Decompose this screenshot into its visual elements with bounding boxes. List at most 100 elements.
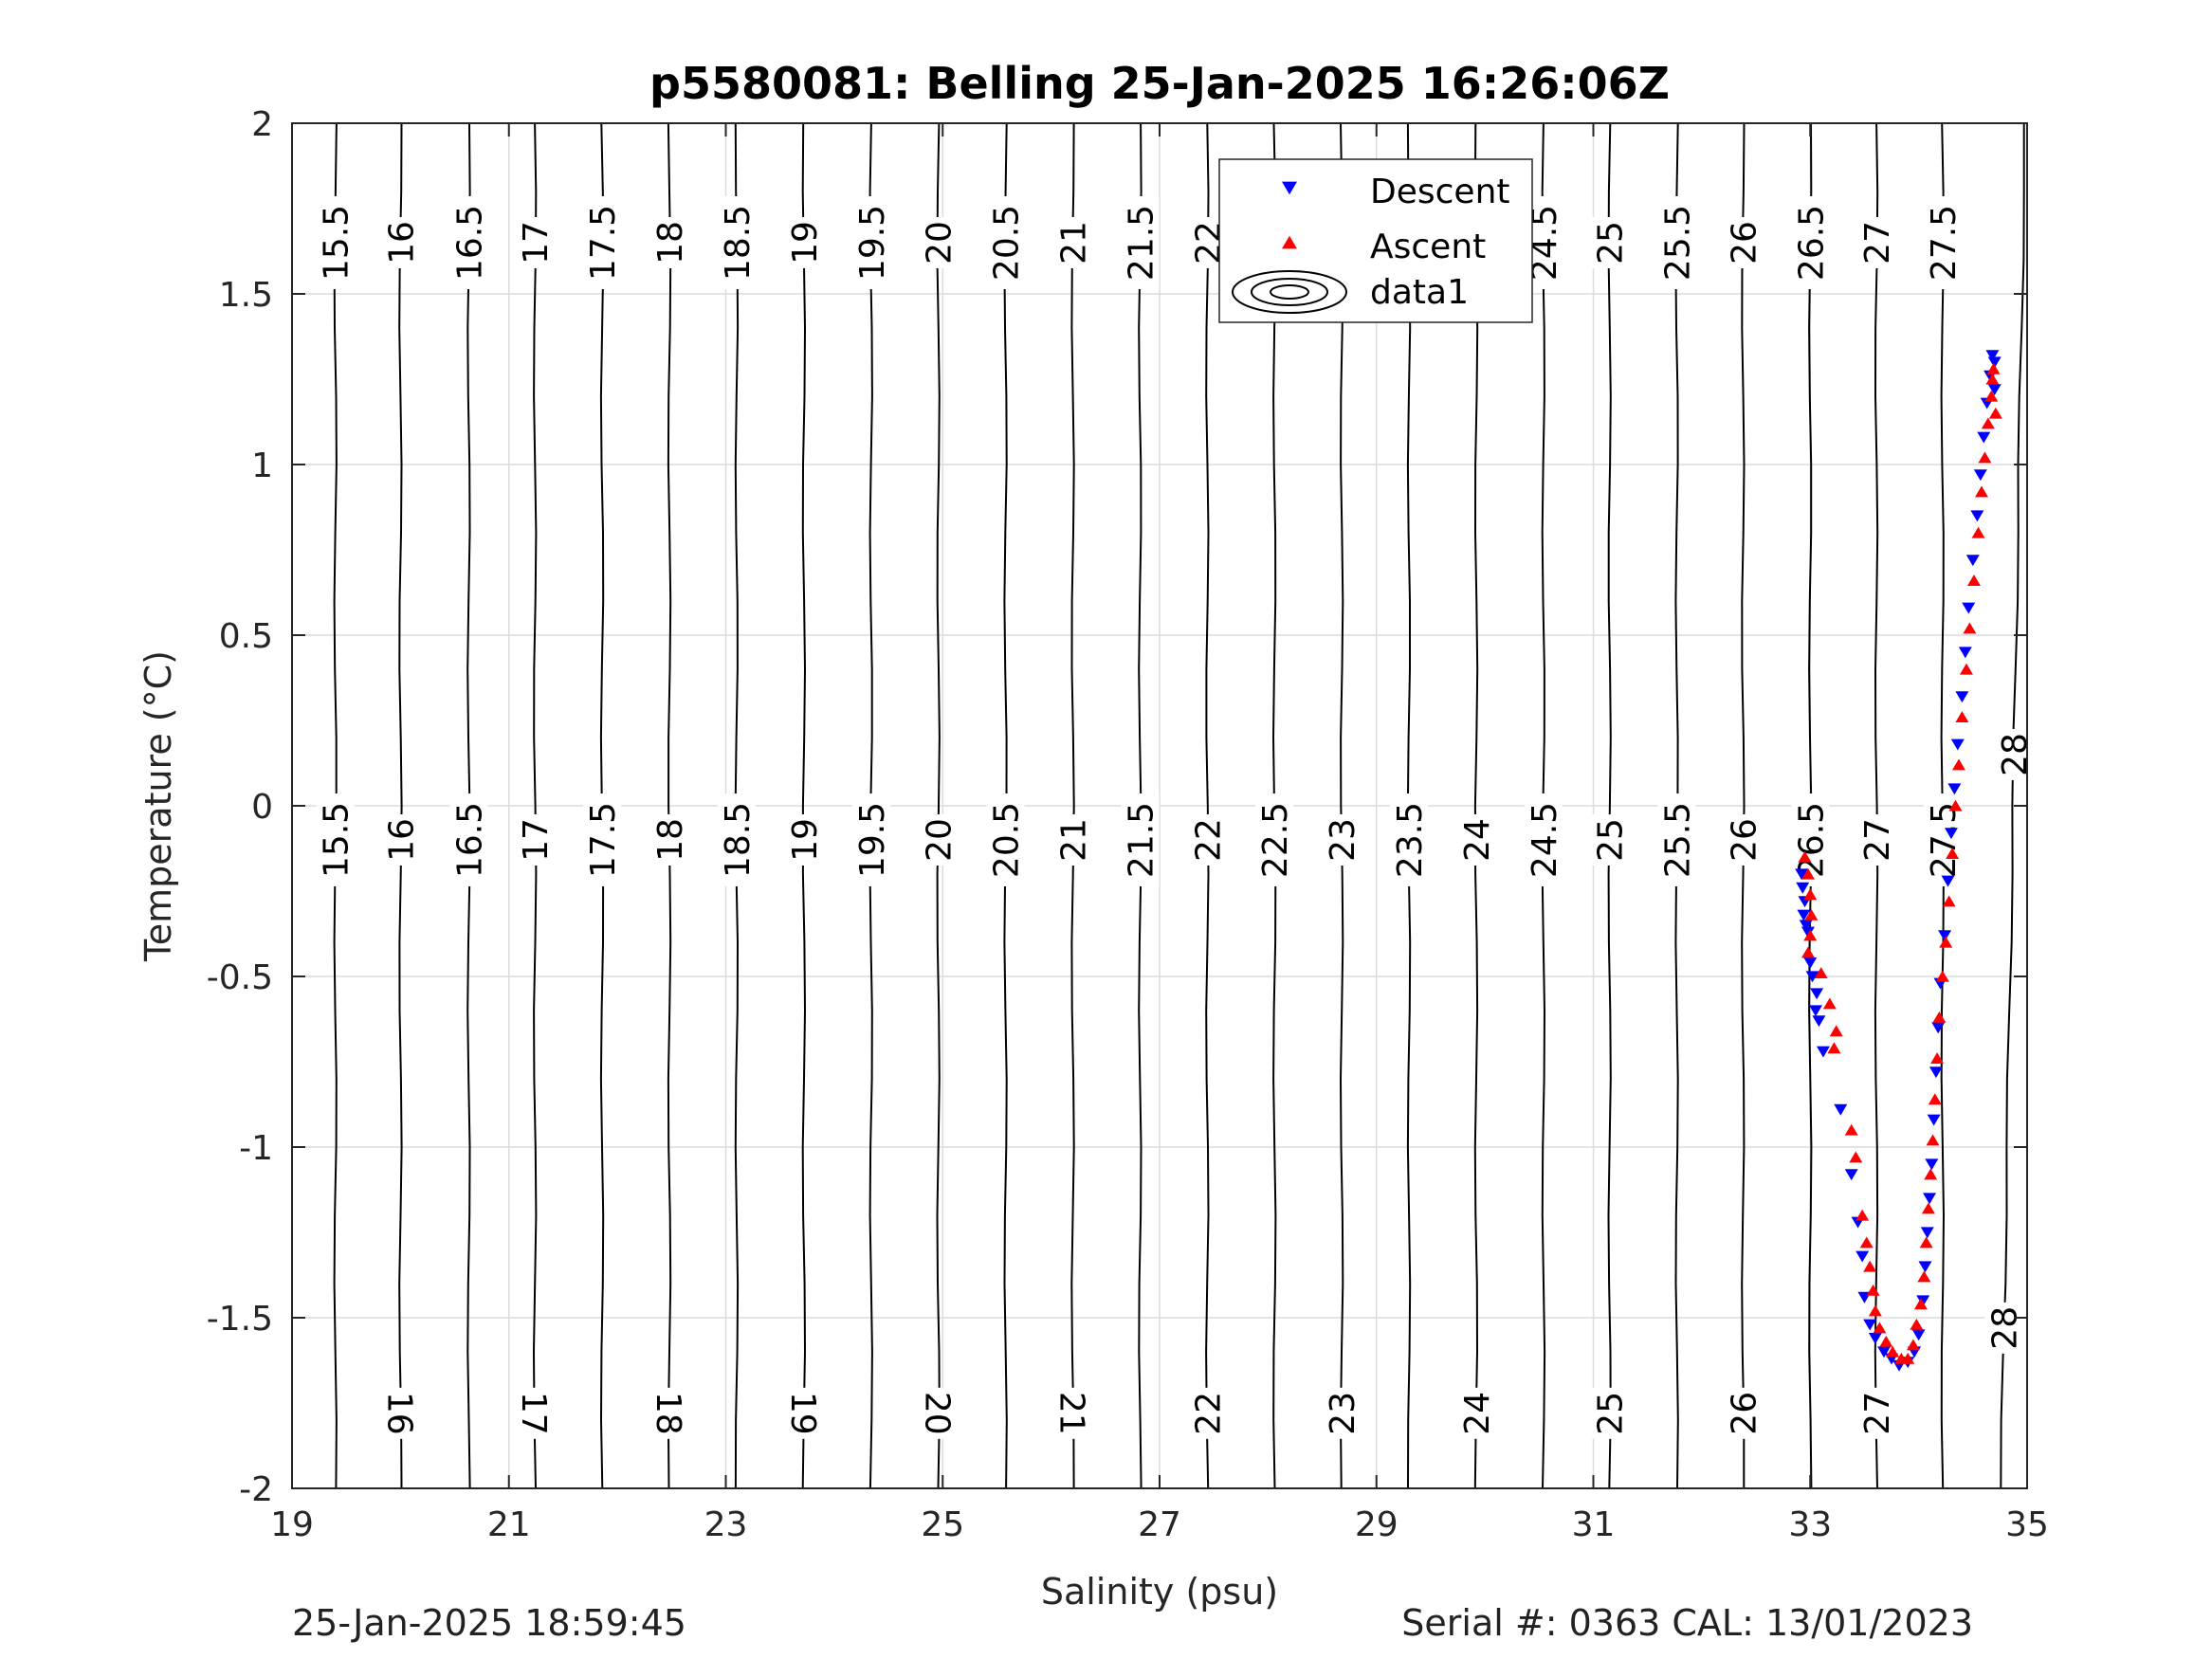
- contour-label-bg: [1857, 1387, 1896, 1439]
- contour-label-bg: [1657, 793, 1696, 886]
- contour-line: [801, 122, 807, 1489]
- contour-label-bg: [919, 217, 958, 268]
- data-point: [1955, 711, 1969, 722]
- footer-serial-cal: Serial #: 0363 CAL: 13/01/2023: [1401, 1602, 1973, 1644]
- contour-label-bg: [919, 814, 958, 866]
- data-point: [1974, 485, 1988, 498]
- x-tick-label: 29: [1355, 1505, 1398, 1544]
- contour-label-bg: [1323, 814, 1362, 866]
- data-point: [1917, 1270, 1931, 1283]
- data-point: [1985, 350, 2000, 362]
- contour-label: 27.5: [1925, 205, 1964, 281]
- contour-label: 28: [1986, 1306, 2025, 1350]
- data-point: [1988, 407, 2002, 419]
- contour-label: 21.5: [1122, 802, 1161, 878]
- x-tick-label: 31: [1572, 1505, 1616, 1544]
- data-point: [1944, 828, 1958, 840]
- contour-label-bg: [1323, 1387, 1362, 1439]
- contour-line: [1874, 122, 1879, 1489]
- series-ascent: [1798, 362, 2002, 1364]
- contour-label-bg: [1923, 196, 1962, 289]
- data-point: [1977, 431, 1991, 444]
- contour-label: 17.5: [584, 802, 623, 878]
- contour-label: 25: [1592, 1392, 1631, 1435]
- contour-label-bg: [1121, 196, 1160, 289]
- contour-label-bg: [717, 793, 756, 886]
- data-point: [1906, 1339, 1920, 1351]
- data-point: [1901, 1352, 1915, 1364]
- x-tick-label: 21: [487, 1505, 531, 1544]
- contour-label-bg: [851, 793, 890, 886]
- data-point: [1868, 1333, 1882, 1344]
- contour-label: 26: [1725, 1392, 1764, 1435]
- data-point: [1795, 868, 1809, 881]
- legend-marker: [1282, 235, 1297, 249]
- contour-label-bg: [1390, 793, 1429, 886]
- x-tick-label: 23: [704, 1505, 748, 1544]
- y-tick-label: 2: [251, 105, 273, 144]
- contour-label-bg: [1524, 793, 1563, 886]
- contour-label: 26.5: [1792, 205, 1831, 281]
- contour-label-bg: [1984, 1302, 2023, 1354]
- contour-label: 28: [1996, 733, 2035, 776]
- contour-label-bg: [381, 814, 420, 866]
- legend: Descent Ascent data1: [1218, 158, 1533, 323]
- legend-label: data1: [1370, 273, 1469, 312]
- contour-line: [532, 122, 538, 1489]
- contour-line: [1070, 122, 1075, 1489]
- contour-label: 27: [1858, 818, 1897, 862]
- contour-label-bg: [1724, 1387, 1763, 1439]
- contour-label-bg: [516, 814, 555, 866]
- data-point: [1816, 1046, 1830, 1058]
- contour-line: [667, 122, 672, 1489]
- contour-label: 20.5: [988, 205, 1027, 281]
- data-point: [1856, 1250, 1870, 1263]
- contour-label: 23: [1324, 818, 1362, 862]
- legend-contour-icon: [1251, 278, 1328, 306]
- data-point: [1808, 1005, 1822, 1017]
- contour-label: 20: [918, 1392, 957, 1435]
- data-point: [1959, 663, 1973, 675]
- contour-label: 17: [517, 221, 556, 264]
- data-point: [1958, 647, 1972, 659]
- data-point: [1812, 1015, 1826, 1028]
- contour-label-bg: [1590, 1387, 1629, 1439]
- contour-label-bg: [784, 814, 823, 866]
- contour-label-bg: [449, 196, 488, 289]
- contour-line: [398, 122, 403, 1489]
- contour-line: [1339, 122, 1344, 1489]
- contour-label: 21: [1052, 1392, 1091, 1435]
- data-point: [1798, 850, 1812, 863]
- contour-label: 21: [1055, 818, 1094, 862]
- data-point: [1928, 1093, 1942, 1105]
- contour-label: 24.5: [1526, 802, 1564, 878]
- data-point: [1965, 555, 1980, 567]
- contour-label-bg: [1255, 793, 1294, 886]
- contour-label: 26: [1725, 221, 1764, 264]
- contour-line: [1607, 122, 1612, 1489]
- contour-label-bg: [1724, 814, 1763, 866]
- data-point: [1950, 738, 1965, 751]
- contour-label-bg: [1857, 217, 1896, 268]
- data-point: [1859, 1236, 1874, 1249]
- contour-label-bg: [1590, 217, 1629, 268]
- contour-label: 18: [649, 1392, 687, 1435]
- contour-label: 25: [1592, 221, 1631, 264]
- contour-label: 21.5: [1122, 205, 1161, 281]
- data-point: [1981, 417, 1995, 429]
- contour-label: 25.5: [1659, 205, 1698, 281]
- data-point: [1985, 373, 2000, 385]
- data-point: [1866, 1284, 1880, 1296]
- data-point: [1939, 936, 1953, 948]
- contour-label: 19.5: [853, 802, 892, 878]
- contour-label: 20: [921, 221, 960, 264]
- contour-label: 15.5: [318, 205, 356, 281]
- data-point: [1804, 908, 1819, 921]
- data-point: [1927, 1114, 1941, 1126]
- chart-title: p5580081: Belling 25-Jan-2025 16:26:06Z: [649, 58, 1670, 109]
- data-point: [1948, 799, 1963, 811]
- data-point: [1814, 967, 1828, 978]
- contour-label: 16: [379, 1392, 418, 1435]
- contour-label-bg: [1121, 793, 1160, 886]
- x-tick-label: 27: [1138, 1505, 1181, 1544]
